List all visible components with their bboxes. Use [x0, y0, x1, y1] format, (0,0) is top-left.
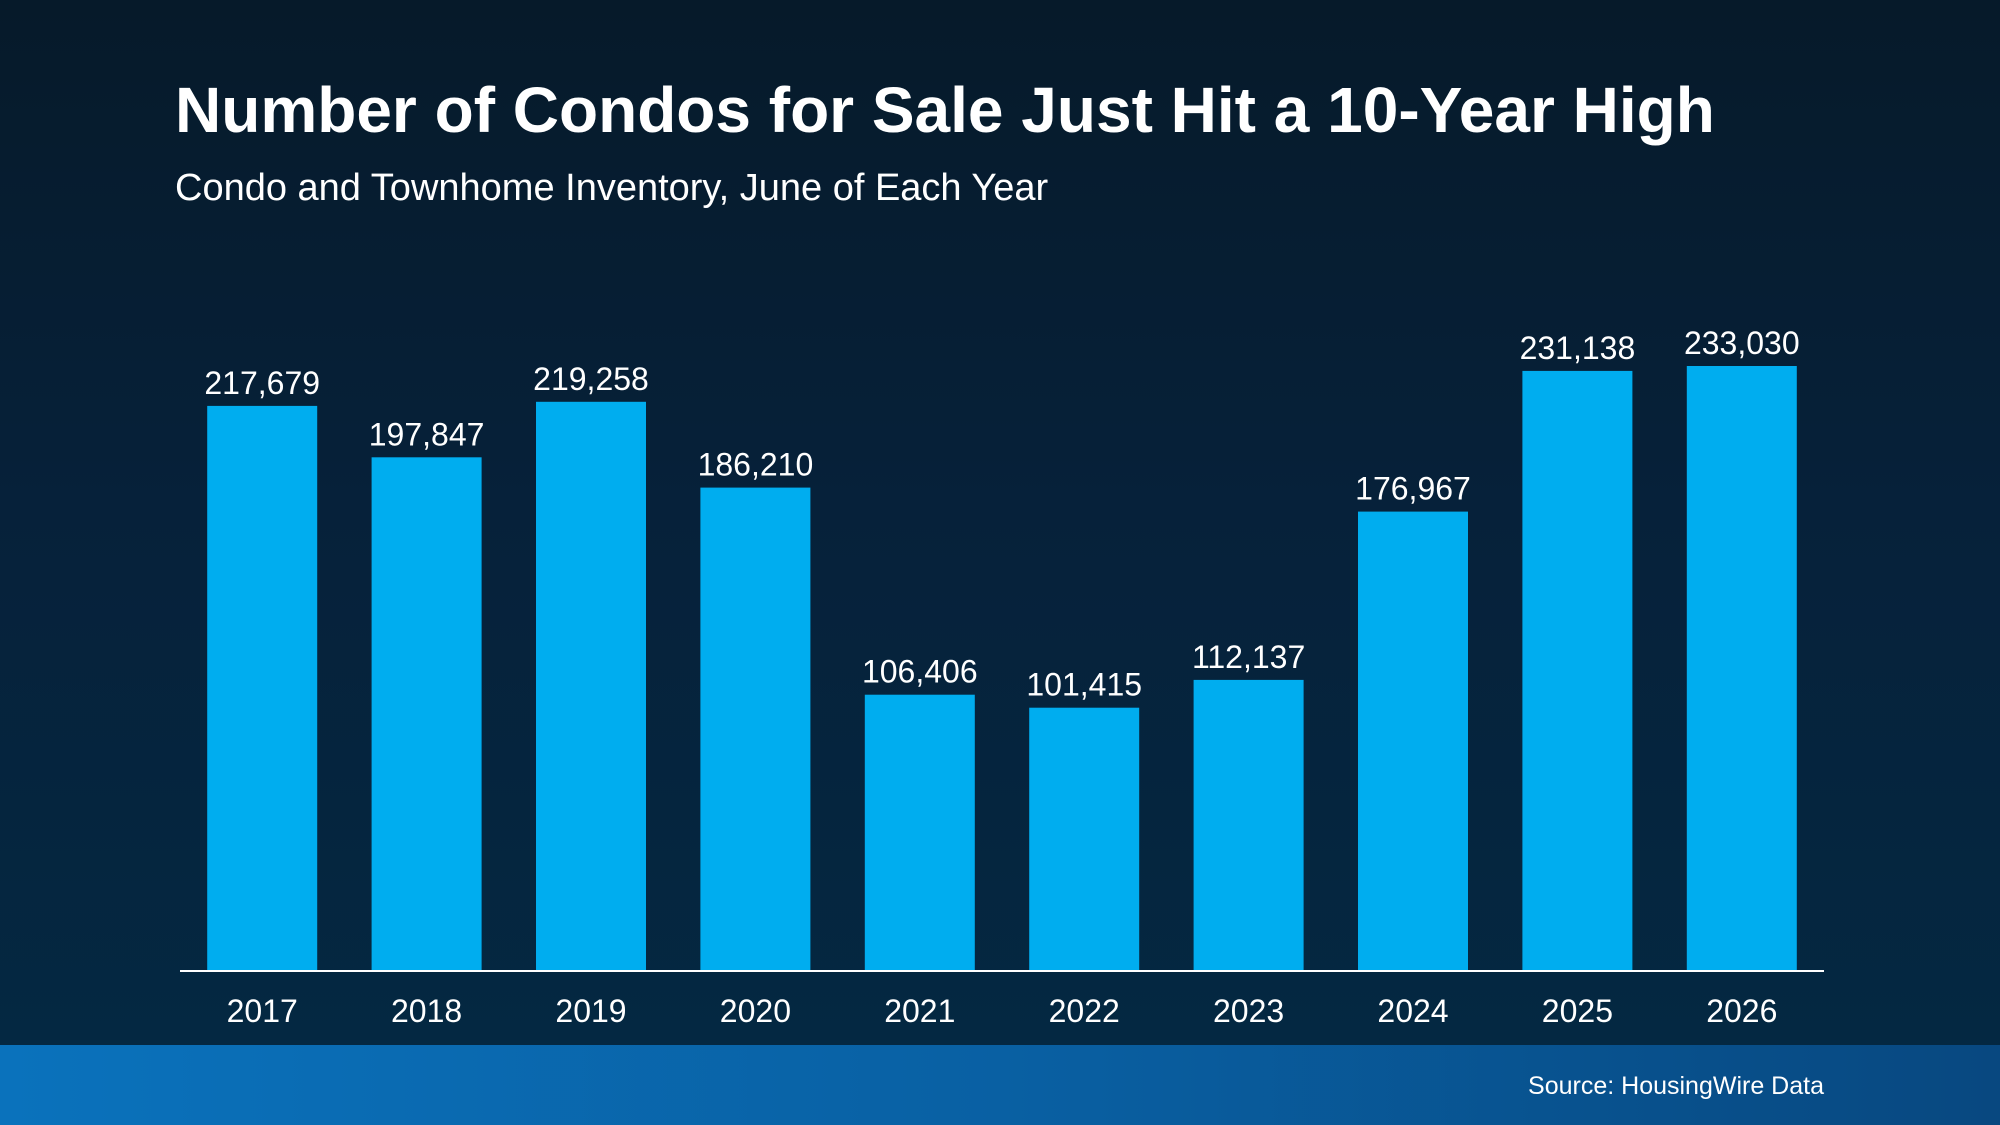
bar-chart: 217,679 197,847 219,258 186,210 106,406 101,4…: [204, 325, 1799, 1029]
x-tick-label-2018: 2018: [391, 993, 462, 1029]
footer-bar: Source: HousingWire Data: [0, 1045, 2000, 1125]
bar-2026: [1686, 366, 1797, 971]
value-label-2022: 101,415: [1026, 667, 1142, 703]
value-labels-group: 217,679 197,847 219,258 186,210 106,406 101,4…: [204, 325, 1799, 703]
tick-labels-group: 2017 2018 2019 2020 2021 2022 2023 2024 2025 2026: [227, 993, 1778, 1029]
value-label-2020: 186,210: [698, 447, 814, 483]
x-tick-label-2025: 2025: [1542, 993, 1613, 1029]
bars-group: [207, 366, 1797, 971]
value-label-2026: 233,030: [1684, 325, 1800, 361]
x-tick-label-2026: 2026: [1706, 993, 1777, 1029]
bar-2018: [371, 457, 482, 971]
x-tick-label-2024: 2024: [1377, 993, 1448, 1029]
bar-2021: [864, 694, 975, 971]
bar-2023: [1193, 679, 1304, 971]
x-tick-label-2017: 2017: [227, 993, 298, 1029]
x-tick-label-2021: 2021: [884, 993, 955, 1029]
x-tick-label-2020: 2020: [720, 993, 791, 1029]
chart-subtitle: Condo and Townhome Inventory, June of Ea…: [175, 167, 1049, 209]
chart-title: Number of Condos for Sale Just Hit a 10-…: [175, 74, 1715, 146]
bar-2017: [207, 405, 318, 971]
value-label-2021: 106,406: [862, 654, 978, 690]
x-tick-label-2019: 2019: [555, 993, 626, 1029]
bar-2019: [536, 401, 646, 971]
value-label-2019: 219,258: [533, 361, 649, 397]
source-note: Source: HousingWire Data: [1528, 1072, 1824, 1100]
bar-2020: [700, 487, 811, 971]
bar-2024: [1358, 511, 1468, 971]
bar-2022: [1029, 707, 1140, 971]
value-label-2023: 112,137: [1192, 639, 1305, 675]
value-label-2024: 176,967: [1355, 471, 1471, 507]
value-label-2025: 231,138: [1520, 330, 1636, 366]
x-tick-label-2022: 2022: [1049, 993, 1120, 1029]
value-label-2017: 217,679: [204, 365, 320, 401]
x-tick-label-2023: 2023: [1213, 993, 1284, 1029]
bar-2025: [1522, 370, 1633, 971]
value-label-2018: 197,847: [369, 416, 485, 452]
